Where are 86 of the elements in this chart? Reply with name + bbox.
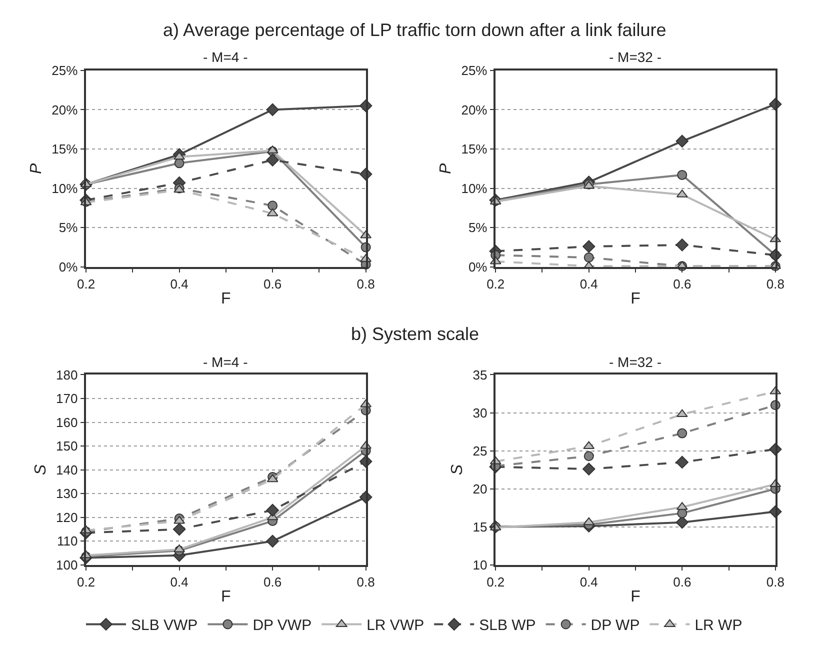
- x-tick-label: 0.4: [170, 574, 188, 590]
- x-tick-label: 0.8: [766, 276, 784, 292]
- point: [676, 516, 688, 529]
- y-tick-label: 10: [472, 557, 488, 572]
- x-tick-label: 0.2: [486, 574, 505, 590]
- y-tick-label: 20%: [52, 102, 78, 118]
- y-tick-label: 15%: [461, 142, 488, 157]
- chart-title: - M=4 -: [203, 49, 248, 65]
- x-axis-title: F: [221, 290, 232, 308]
- point: [268, 200, 278, 211]
- y-axis-title: S: [32, 464, 50, 476]
- point: [584, 252, 594, 263]
- y-tick-label: 160: [56, 414, 78, 430]
- y-tick-label: 30: [472, 405, 488, 420]
- legend-label: SLB WP: [479, 617, 536, 634]
- y-tick-label: 140: [56, 462, 78, 478]
- y-tick-label: 25%: [52, 62, 78, 78]
- y-tick-label: 170: [56, 391, 78, 406]
- y-tick-label: 10%: [461, 180, 488, 196]
- x-tick-label: 0.2: [77, 276, 96, 292]
- x-tick-label: 0.6: [264, 574, 282, 590]
- y-tick-label: 35: [472, 367, 488, 382]
- y-tick-label: 10%: [52, 180, 78, 196]
- y-axis-title: P: [438, 163, 455, 174]
- point: [174, 158, 184, 168]
- x-tick-label: 0.6: [673, 276, 692, 292]
- x-tick-label: 0.6: [673, 574, 692, 590]
- x-tick-label: 0.6: [264, 276, 282, 292]
- y-tick-label: 0%: [58, 259, 78, 274]
- y-tick-label: 180: [56, 367, 78, 382]
- point: [172, 522, 186, 536]
- x-axis-title: F: [221, 588, 232, 606]
- legend-label: DP WP: [590, 617, 640, 634]
- chart-title: - M=32 -: [609, 354, 662, 370]
- y-tick-label: 5%: [58, 220, 78, 236]
- point: [582, 240, 596, 253]
- y-tick-label: 20: [472, 481, 488, 496]
- x-tick-label: 0.2: [486, 276, 505, 292]
- point: [266, 504, 279, 517]
- legend-label: SLB VWP: [131, 617, 198, 634]
- legend-label: DP VWP: [252, 617, 312, 634]
- y-tick-label: 100: [56, 557, 78, 572]
- point: [266, 208, 278, 216]
- y-tick-label: 110: [56, 534, 78, 549]
- chart-title: - M=32 -: [609, 49, 662, 65]
- y-tick-label: 120: [56, 510, 78, 525]
- y-tick-label: 130: [56, 486, 78, 502]
- point: [266, 103, 279, 116]
- x-tick-label: 0.4: [580, 574, 598, 590]
- point: [266, 474, 278, 482]
- y-axis-title: P: [28, 163, 46, 174]
- x-tick-label: 0.4: [580, 276, 598, 292]
- x-tick-label: 0.8: [356, 574, 375, 590]
- legend-label: LR WP: [694, 617, 742, 634]
- point: [174, 544, 186, 552]
- point: [266, 534, 279, 548]
- x-tick-label: 0.8: [356, 276, 375, 292]
- legend-label: LR VWP: [366, 617, 424, 634]
- y-tick-label: 25%: [461, 62, 488, 78]
- chart-title: - M=4 -: [203, 354, 248, 370]
- text: b) System scale: [351, 324, 480, 344]
- x-axis-title: F: [630, 290, 641, 308]
- point: [676, 238, 688, 252]
- point: [676, 456, 688, 469]
- point: [677, 170, 688, 180]
- point: [266, 154, 279, 166]
- point: [676, 134, 688, 148]
- y-axis-title: S: [449, 464, 466, 476]
- y-tick-label: 5%: [468, 220, 488, 236]
- point: [174, 152, 186, 160]
- y-tick-label: 150: [56, 438, 78, 454]
- y-tick-label: 15: [472, 519, 488, 534]
- text: a) Average percentage of LP traffic torn down after a link failure: [163, 20, 666, 40]
- point: [676, 409, 688, 418]
- point: [584, 451, 594, 462]
- y-tick-label: 0%: [468, 259, 488, 274]
- x-tick-label: 0.2: [77, 574, 96, 590]
- y-tick-label: 15%: [52, 142, 78, 157]
- point: [583, 517, 595, 526]
- y-tick-label: 25: [472, 443, 488, 458]
- x-axis-title: F: [630, 588, 641, 606]
- x-tick-label: 0.4: [170, 276, 188, 292]
- point: [677, 428, 688, 438]
- point: [582, 462, 596, 476]
- x-tick-label: 0.8: [766, 574, 784, 590]
- y-tick-label: 20%: [461, 102, 488, 118]
